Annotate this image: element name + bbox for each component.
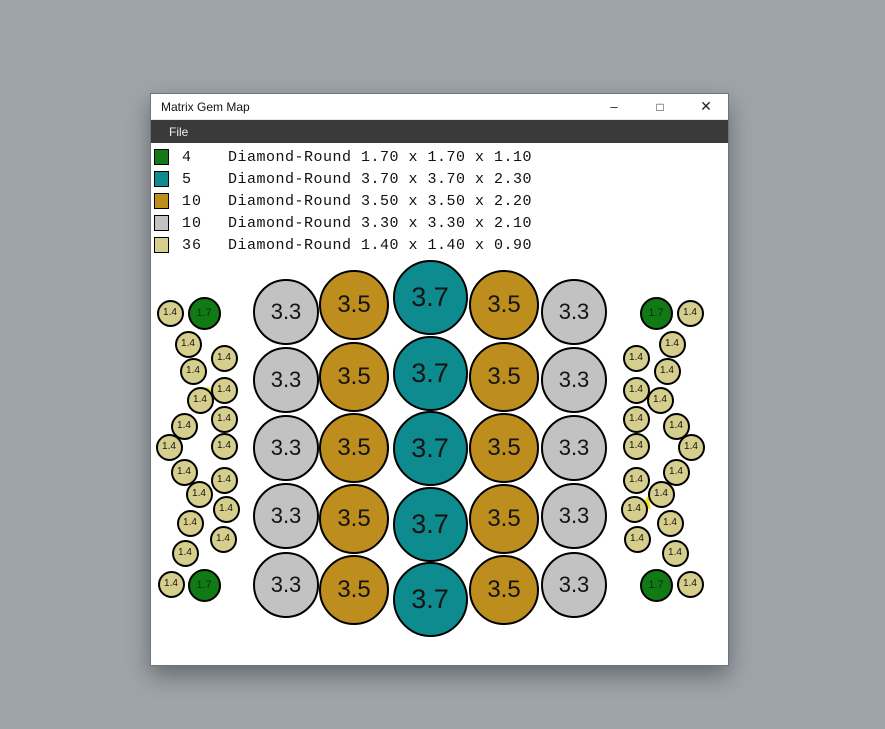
gem-circle-silver-3.3[interactable]: 3.3 bbox=[541, 483, 607, 549]
gem-circle-khaki-1.4[interactable]: 1.4 bbox=[210, 432, 238, 460]
gem-circle-khaki-1.4[interactable]: 1.4 bbox=[658, 330, 686, 358]
legend-swatch bbox=[154, 171, 169, 187]
gem-circle-khaki-1.4[interactable]: 1.4 bbox=[662, 412, 690, 440]
gem-circle-khaki-1.4[interactable]: 1.4 bbox=[647, 480, 675, 508]
gem-circle-gold-3.5[interactable]: 3.5 bbox=[469, 555, 539, 625]
legend-count: 4 bbox=[182, 148, 193, 166]
gem-circle-khaki-1.4[interactable]: 1.4 bbox=[174, 330, 202, 358]
gem-circle-silver-3.3[interactable]: 3.3 bbox=[541, 552, 607, 618]
gem-circle-khaki-1.4[interactable]: 1.4 bbox=[155, 433, 183, 461]
gem-circle-gold-3.5[interactable]: 3.5 bbox=[319, 413, 389, 483]
legend-row: 5 Diamond-Round 3.70 x 3.70 x 2.30 bbox=[154, 168, 532, 190]
gem-circle-khaki-1.4[interactable]: 1.4 bbox=[210, 466, 238, 494]
gem-circle-khaki-1.4[interactable]: 1.4 bbox=[656, 509, 684, 537]
gem-circle-teal-3.7[interactable]: 3.7 bbox=[392, 259, 468, 335]
gem-circle-silver-3.3[interactable]: 3.3 bbox=[541, 279, 607, 345]
gem-circle-khaki-1.4[interactable]: 1.4 bbox=[210, 376, 238, 404]
gem-circle-khaki-1.4[interactable]: 1.4 bbox=[622, 344, 650, 372]
gem-circle-khaki-1.4[interactable]: 1.4 bbox=[210, 405, 238, 433]
gem-circle-silver-3.3[interactable]: 3.3 bbox=[541, 347, 607, 413]
gem-circle-gold-3.5[interactable]: 3.5 bbox=[319, 555, 389, 625]
gem-circle-khaki-1.4[interactable]: 1.4 bbox=[186, 386, 214, 414]
legend-count: 36 bbox=[182, 236, 203, 254]
gem-circle-green-1.7[interactable]: 1.7 bbox=[639, 568, 673, 602]
gem-circle-green-1.7[interactable]: 1.7 bbox=[187, 296, 221, 330]
gem-circle-khaki-1.4[interactable]: 1.4 bbox=[176, 509, 204, 537]
legend-row: 4 Diamond-Round 1.70 x 1.70 x 1.10 bbox=[154, 146, 532, 168]
gem-circle-gold-3.5[interactable]: 3.5 bbox=[319, 484, 389, 554]
gem-circle-silver-3.3[interactable]: 3.3 bbox=[253, 279, 319, 345]
gem-circle-gold-3.5[interactable]: 3.5 bbox=[319, 342, 389, 412]
gem-circle-gold-3.5[interactable]: 3.5 bbox=[469, 270, 539, 340]
gem-circle-khaki-1.4[interactable]: 1.4 bbox=[622, 405, 650, 433]
close-button[interactable]: ✕ bbox=[700, 98, 712, 114]
gem-circle-khaki-1.4[interactable]: 1.4 bbox=[212, 495, 240, 523]
gem-circle-silver-3.3[interactable]: 3.3 bbox=[253, 483, 319, 549]
gem-circle-khaki-1.4[interactable]: 1.4 bbox=[620, 495, 648, 523]
gem-circle-green-1.7[interactable]: 1.7 bbox=[639, 296, 673, 330]
minimize-button[interactable]: – bbox=[610, 99, 618, 114]
gem-circle-khaki-1.4[interactable]: 1.4 bbox=[210, 344, 238, 372]
gem-circle-gold-3.5[interactable]: 3.5 bbox=[469, 342, 539, 412]
gem-circle-khaki-1.4[interactable]: 1.4 bbox=[622, 432, 650, 460]
gem-circle-silver-3.3[interactable]: 3.3 bbox=[541, 415, 607, 481]
gem-circle-khaki-1.4[interactable]: 1.4 bbox=[623, 525, 651, 553]
window-title: Matrix Gem Map bbox=[161, 99, 250, 114]
legend-description: Diamond-Round 1.70 x 1.70 x 1.10 bbox=[228, 148, 533, 166]
gem-circle-teal-3.7[interactable]: 3.7 bbox=[392, 410, 468, 486]
gem-circle-teal-3.7[interactable]: 3.7 bbox=[392, 486, 468, 562]
legend-description: Diamond-Round 3.30 x 3.30 x 2.10 bbox=[228, 214, 533, 232]
gem-circle-khaki-1.4[interactable]: 1.4 bbox=[171, 539, 199, 567]
legend-swatch bbox=[154, 149, 169, 165]
app-window: Matrix Gem Map – □ ✕ File 4 Diamond-Round… bbox=[150, 93, 729, 666]
gem-circle-silver-3.3[interactable]: 3.3 bbox=[253, 347, 319, 413]
title-bar[interactable]: Matrix Gem Map – □ ✕ bbox=[151, 94, 728, 120]
menu-item-file[interactable]: File bbox=[169, 124, 189, 139]
gem-circle-teal-3.7[interactable]: 3.7 bbox=[392, 335, 468, 411]
gem-circle-khaki-1.4[interactable]: 1.4 bbox=[209, 525, 237, 553]
legend-row: 36 Diamond-Round 1.40 x 1.40 x 0.90 bbox=[154, 234, 532, 256]
gem-circle-khaki-1.4[interactable]: 1.4 bbox=[653, 357, 681, 385]
legend-swatch bbox=[154, 215, 169, 231]
gem-circle-green-1.7[interactable]: 1.7 bbox=[187, 568, 221, 602]
gem-circle-silver-3.3[interactable]: 3.3 bbox=[253, 415, 319, 481]
gem-circle-silver-3.3[interactable]: 3.3 bbox=[253, 552, 319, 618]
gem-circle-khaki-1.4[interactable]: 1.4 bbox=[170, 458, 198, 486]
legend-swatch bbox=[154, 237, 169, 253]
gem-circle-khaki-1.4[interactable]: 1.4 bbox=[676, 299, 704, 327]
gem-map-canvas: 4 Diamond-Round 1.70 x 1.70 x 1.10 5 Diamon… bbox=[151, 143, 728, 665]
legend-count: 10 bbox=[182, 192, 203, 210]
gem-circle-khaki-1.4[interactable]: 1.4 bbox=[622, 376, 650, 404]
gem-circle-gold-3.5[interactable]: 3.5 bbox=[469, 413, 539, 483]
gem-circle-khaki-1.4[interactable]: 1.4 bbox=[170, 412, 198, 440]
gem-circle-khaki-1.4[interactable]: 1.4 bbox=[662, 458, 690, 486]
gem-circle-gold-3.5[interactable]: 3.5 bbox=[319, 270, 389, 340]
gem-circle-khaki-1.4[interactable]: 1.4 bbox=[622, 466, 650, 494]
menu-bar: File bbox=[151, 120, 728, 143]
gem-circle-teal-3.7[interactable]: 3.7 bbox=[392, 561, 468, 637]
gem-circle-khaki-1.4[interactable]: 1.4 bbox=[677, 433, 705, 461]
gem-circle-gold-3.5[interactable]: 3.5 bbox=[469, 484, 539, 554]
gem-circle-khaki-1.4[interactable]: 1.4 bbox=[157, 570, 185, 598]
gem-circle-khaki-1.4[interactable]: 1.4 bbox=[676, 570, 704, 598]
maximize-button[interactable]: □ bbox=[656, 99, 664, 114]
legend-count: 10 bbox=[182, 214, 203, 232]
gem-circle-khaki-1.4[interactable]: 1.4 bbox=[179, 357, 207, 385]
legend-count: 5 bbox=[182, 170, 193, 188]
legend-swatch bbox=[154, 193, 169, 209]
legend-row: 10 Diamond-Round 3.50 x 3.50 x 2.20 bbox=[154, 190, 532, 212]
legend-description: Diamond-Round 3.50 x 3.50 x 2.20 bbox=[228, 192, 533, 210]
legend-row: 10 Diamond-Round 3.30 x 3.30 x 2.10 bbox=[154, 212, 532, 234]
gem-circle-khaki-1.4[interactable]: 1.4 bbox=[156, 299, 184, 327]
gem-circle-khaki-1.4[interactable]: 1.4 bbox=[646, 386, 674, 414]
gem-circle-khaki-1.4[interactable]: 1.4 bbox=[661, 539, 689, 567]
gem-circle-khaki-1.4[interactable]: 1.4 bbox=[185, 480, 213, 508]
legend-description: Diamond-Round 3.70 x 3.70 x 2.30 bbox=[228, 170, 533, 188]
legend-description: Diamond-Round 1.40 x 1.40 x 0.90 bbox=[228, 236, 533, 254]
